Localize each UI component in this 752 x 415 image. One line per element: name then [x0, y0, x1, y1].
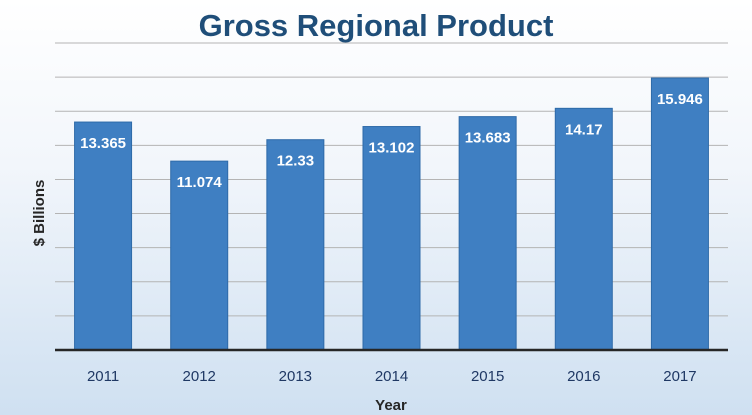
- data-label-2014: 13.102: [369, 140, 415, 157]
- chart-title: Gross Regional Product: [199, 8, 554, 43]
- x-tick-2014: 2014: [375, 368, 408, 385]
- data-label-2015: 13.683: [465, 130, 511, 147]
- y-axis-title: $ Billions: [31, 180, 48, 247]
- bar-2015: [458, 116, 517, 351]
- x-axis-title: Year: [375, 397, 407, 414]
- data-label-2017: 15.946: [657, 91, 703, 108]
- bar-2013: [266, 139, 325, 351]
- data-labels: 13.365 11.074 12.33 13.102 13.683 14.17 15.946: [80, 91, 703, 191]
- x-tick-2011: 2011: [87, 368, 119, 385]
- x-tick-2015: 2015: [471, 368, 504, 385]
- x-tick-2012: 2012: [183, 368, 216, 385]
- bars: [74, 77, 709, 351]
- bar-2016: [554, 107, 613, 351]
- x-tick-2013: 2013: [279, 368, 312, 385]
- bar-2017: [650, 77, 709, 351]
- data-label-2016: 14.17: [565, 121, 603, 138]
- x-tick-2016: 2016: [567, 368, 600, 385]
- x-tick-2017: 2017: [663, 368, 696, 385]
- data-label-2011: 13.365: [80, 135, 126, 152]
- data-label-2013: 12.33: [277, 153, 315, 170]
- bar-2011: [74, 121, 133, 351]
- bar-2014: [362, 126, 421, 351]
- data-label-2012: 11.074: [177, 174, 223, 191]
- x-tick-labels: 2011 2012 2013 2014 2015 2016 2017: [87, 368, 697, 385]
